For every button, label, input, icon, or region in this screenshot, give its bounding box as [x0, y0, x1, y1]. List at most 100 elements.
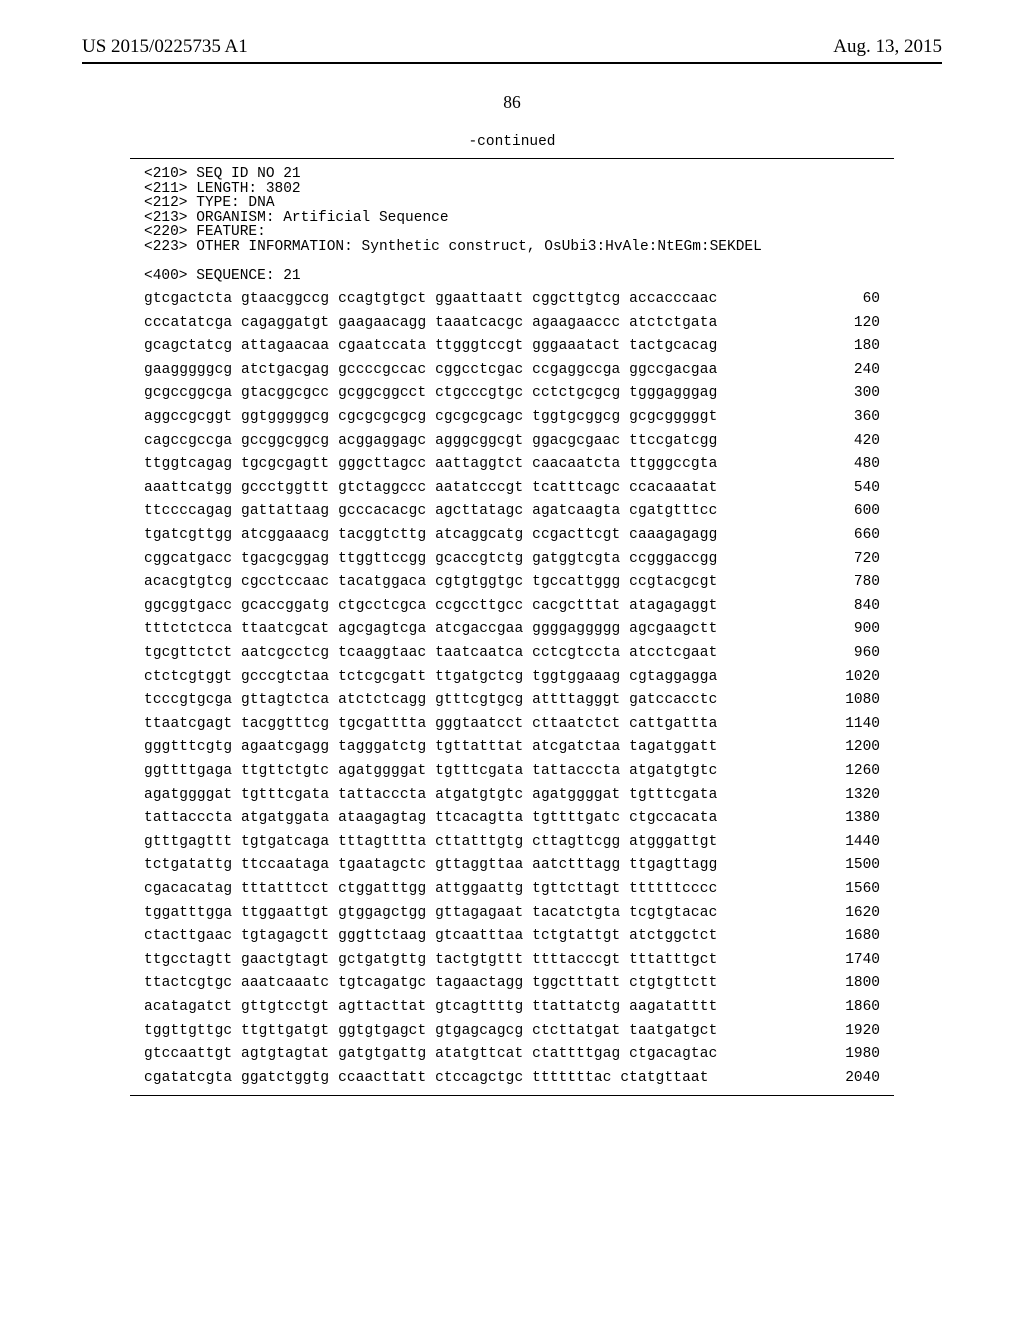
sequence-position: 1680: [824, 929, 880, 944]
sequence-position: 900: [824, 622, 880, 637]
sequence-line: gcgccggcga gtacggcgcc gcggcggcct ctgcccg…: [144, 386, 880, 401]
sequence-position: 840: [824, 599, 880, 614]
sequence-position: 720: [824, 552, 880, 567]
sequence-position: 780: [824, 575, 880, 590]
sequence-position: 1500: [824, 858, 880, 873]
sequence-position: 1800: [824, 976, 880, 991]
sequence-text: gcgccggcga gtacggcgcc gcggcggcct ctgcccg…: [144, 386, 717, 401]
sequence-position: 1320: [824, 788, 880, 803]
sequence-line: gaagggggcg atctgacgag gccccgccac cggcctc…: [144, 363, 880, 378]
sequence-position: 480: [824, 457, 880, 472]
sequence-position: 540: [824, 481, 880, 496]
sequence-line: tcccgtgcga gttagtctca atctctcagg gtttcgt…: [144, 693, 880, 708]
header-pubnum: US 2015/0225735 A1: [82, 36, 248, 58]
sequence-position: 60: [824, 292, 880, 307]
sequence-position: 1080: [824, 693, 880, 708]
sequence-text: ttactcgtgc aaatcaaatc tgtcagatgc tagaact…: [144, 976, 717, 991]
sequence-line: cagccgccga gccggcggcg acggaggagc agggcgg…: [144, 434, 880, 449]
sequence-text: cgacacatag tttatttcct ctggatttgg attggaa…: [144, 882, 717, 897]
sequence-text: ctctcgtggt gcccgtctaa tctcgcgatt ttgatgc…: [144, 670, 717, 685]
sequence-line: ctacttgaac tgtagagctt gggttctaag gtcaatt…: [144, 929, 880, 944]
sequence-text: ttggtcagag tgcgcgagtt gggcttagcc aattagg…: [144, 457, 717, 472]
sequence-position: 1980: [824, 1047, 880, 1062]
sequence-line: gtcgactcta gtaacggccg ccagtgtgct ggaatta…: [144, 292, 880, 307]
sequence-text: aaattcatgg gccctggttt gtctaggccc aatatcc…: [144, 481, 717, 496]
sequence-line: tgatcgttgg atcggaaacg tacggtcttg atcaggc…: [144, 528, 880, 543]
sequence-position: 360: [824, 410, 880, 425]
sequence-text: tattacccta atgatggata ataagagtag ttcacag…: [144, 811, 717, 826]
sequence-position: 1140: [824, 717, 880, 732]
sequence-position: 1260: [824, 764, 880, 779]
sequence-text: tcccgtgcga gttagtctca atctctcagg gtttcgt…: [144, 693, 717, 708]
sequence-line: ttggtcagag tgcgcgagtt gggcttagcc aattagg…: [144, 457, 880, 472]
sequence-line: ttgcctagtt gaactgtagt gctgatgttg tactgtg…: [144, 953, 880, 968]
sequence-line: tggttgttgc ttgttgatgt ggtgtgagct gtgagca…: [144, 1024, 880, 1039]
sequence-line: tgcgttctct aatcgcctcg tcaaggtaac taatcaa…: [144, 646, 880, 661]
sequence-text: gtcgactcta gtaacggccg ccagtgtgct ggaatta…: [144, 292, 717, 307]
sequence-line: ggcggtgacc gcaccggatg ctgcctcgca ccgcctt…: [144, 599, 880, 614]
header-rule: [82, 62, 942, 64]
page: US 2015/0225735 A1 Aug. 13, 2015 86 -con…: [0, 0, 1024, 1320]
sequence-line: acatagatct gttgtcctgt agttacttat gtcagtt…: [144, 1000, 880, 1015]
sequence-meta: <210> SEQ ID NO 21 <211> LENGTH: 3802 <2…: [144, 167, 880, 283]
sequence-position: 600: [824, 504, 880, 519]
sequence-text: tggttgttgc ttgttgatgt ggtgtgagct gtgagca…: [144, 1024, 717, 1039]
sequence-position: 1740: [824, 953, 880, 968]
sequence-position: 960: [824, 646, 880, 661]
sequence-text: gcagctatcg attagaacaa cgaatccata ttgggtc…: [144, 339, 717, 354]
sequence-line: tggatttgga ttggaattgt gtggagctgg gttagag…: [144, 906, 880, 921]
sequence-text: tttctctcca ttaatcgcat agcgagtcga atcgacc…: [144, 622, 717, 637]
sequence-line: gtccaattgt agtgtagtat gatgtgattg atatgtt…: [144, 1047, 880, 1062]
sequence-text: cccatatcga cagaggatgt gaagaacagg taaatca…: [144, 316, 717, 331]
sequence-block: gtcgactcta gtaacggccg ccagtgtgct ggaatta…: [144, 292, 880, 1085]
sequence-line: ttccccagag gattattaag gcccacacgc agcttat…: [144, 504, 880, 519]
header-date: Aug. 13, 2015: [833, 36, 942, 58]
sequence-line: gcagctatcg attagaacaa cgaatccata ttgggtc…: [144, 339, 880, 354]
sequence-line: ctctcgtggt gcccgtctaa tctcgcgatt ttgatgc…: [144, 670, 880, 685]
sequence-position: 1200: [824, 740, 880, 755]
sequence-text: ctacttgaac tgtagagctt gggttctaag gtcaatt…: [144, 929, 717, 944]
sequence-position: 300: [824, 386, 880, 401]
sequence-line: aaattcatgg gccctggttt gtctaggccc aatatcc…: [144, 481, 880, 496]
continued-label: -continued: [0, 134, 1024, 150]
sequence-position: 2040: [824, 1071, 880, 1086]
sequence-position: 1380: [824, 811, 880, 826]
sequence-line: cgacacatag tttatttcct ctggatttgg attggaa…: [144, 882, 880, 897]
sequence-line: tttctctcca ttaatcgcat agcgagtcga atcgacc…: [144, 622, 880, 637]
sequence-line: cccatatcga cagaggatgt gaagaacagg taaatca…: [144, 316, 880, 331]
sequence-text: tgatcgttgg atcggaaacg tacggtcttg atcaggc…: [144, 528, 717, 543]
sequence-line: gtttgagttt tgtgatcaga tttagtttta cttattt…: [144, 835, 880, 850]
sequence-line: acacgtgtcg cgcctccaac tacatggaca cgtgtgg…: [144, 575, 880, 590]
sequence-position: 1620: [824, 906, 880, 921]
sequence-line: ttactcgtgc aaatcaaatc tgtcagatgc tagaact…: [144, 976, 880, 991]
sequence-line: cgatatcgta ggatctggtg ccaacttatt ctccagc…: [144, 1071, 880, 1086]
sequence-line: ttaatcgagt tacggtttcg tgcgatttta gggtaat…: [144, 717, 880, 732]
sequence-position: 1560: [824, 882, 880, 897]
sequence-text: acacgtgtcg cgcctccaac tacatggaca cgtgtgg…: [144, 575, 717, 590]
sequence-text: gggtttcgtg agaatcgagg tagggatctg tgttatt…: [144, 740, 717, 755]
sequence-text: cggcatgacc tgacgcggag ttggttccgg gcaccgt…: [144, 552, 717, 567]
sequence-position: 180: [824, 339, 880, 354]
sequence-text: ggcggtgacc gcaccggatg ctgcctcgca ccgcctt…: [144, 599, 717, 614]
sequence-line: gggtttcgtg agaatcgagg tagggatctg tgttatt…: [144, 740, 880, 755]
sequence-position: 1860: [824, 1000, 880, 1015]
sequence-text: gtttgagttt tgtgatcaga tttagtttta cttattt…: [144, 835, 717, 850]
sequence-position: 240: [824, 363, 880, 378]
sequence-text: ttccccagag gattattaag gcccacacgc agcttat…: [144, 504, 717, 519]
sequence-text: ggttttgaga ttgttctgtc agatggggat tgtttcg…: [144, 764, 717, 779]
sequence-position: 660: [824, 528, 880, 543]
sequence-text: gaagggggcg atctgacgag gccccgccac cggcctc…: [144, 363, 717, 378]
sequence-text: tggatttgga ttggaattgt gtggagctgg gttagag…: [144, 906, 717, 921]
page-number: 86: [0, 92, 1024, 113]
sequence-line: agatggggat tgtttcgata tattacccta atgatgt…: [144, 788, 880, 803]
sequence-text: tgcgttctct aatcgcctcg tcaaggtaac taatcaa…: [144, 646, 717, 661]
sequence-text: acatagatct gttgtcctgt agttacttat gtcagtt…: [144, 1000, 717, 1015]
sequence-line: tattacccta atgatggata ataagagtag ttcacag…: [144, 811, 880, 826]
sequence-listing-box: <210> SEQ ID NO 21 <211> LENGTH: 3802 <2…: [130, 158, 894, 1096]
sequence-line: aggccgcggt ggtgggggcg cgcgcgcgcg cgcgcgc…: [144, 410, 880, 425]
sequence-line: ggttttgaga ttgttctgtc agatggggat tgtttcg…: [144, 764, 880, 779]
sequence-text: cgatatcgta ggatctggtg ccaacttatt ctccagc…: [144, 1071, 709, 1086]
sequence-position: 1920: [824, 1024, 880, 1039]
sequence-position: 1020: [824, 670, 880, 685]
sequence-position: 120: [824, 316, 880, 331]
